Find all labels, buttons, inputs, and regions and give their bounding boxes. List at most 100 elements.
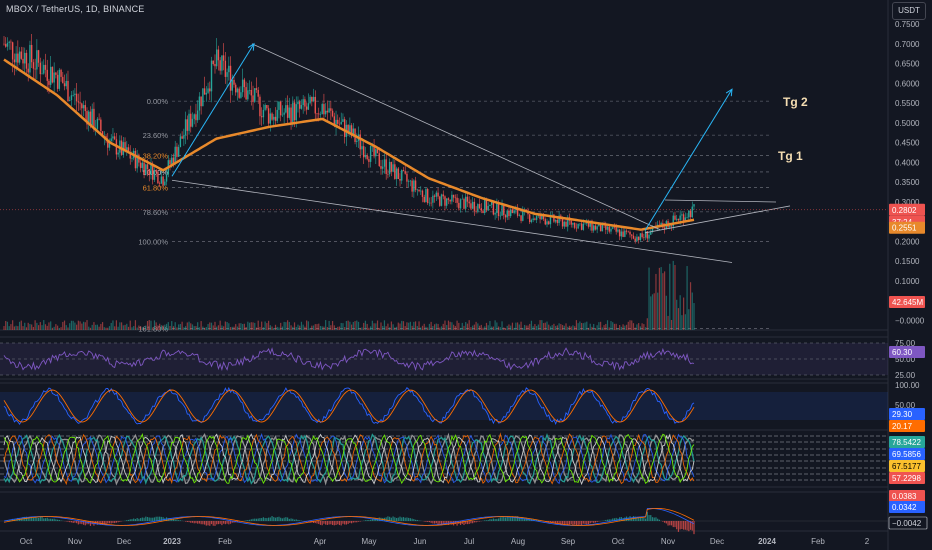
volume-bar <box>489 320 491 330</box>
macd-hist-bar <box>532 518 534 521</box>
volume-bar <box>124 324 126 330</box>
candle <box>508 210 510 217</box>
candle <box>534 218 536 220</box>
volume-bar <box>266 323 268 330</box>
volume-bar <box>95 324 97 330</box>
volume-bar <box>76 324 78 330</box>
macd-hist-bar <box>267 517 270 521</box>
volume-bar <box>5 320 7 330</box>
candle <box>29 44 31 73</box>
volume-bar <box>259 326 261 330</box>
volume-bar <box>399 323 401 330</box>
macd-hist-bar <box>157 516 159 521</box>
candle <box>330 108 332 111</box>
macd-hist-bar <box>114 521 116 524</box>
candle <box>171 157 173 165</box>
volume-bar <box>510 325 512 330</box>
volume-bar <box>58 327 60 330</box>
candle <box>497 202 500 217</box>
rsi-value-label-bg <box>889 346 925 358</box>
candle <box>72 95 74 96</box>
candle <box>511 209 514 213</box>
macd-hist-bar <box>408 517 410 521</box>
macd-hist-bar <box>140 518 142 521</box>
macd-hist-bar <box>229 521 232 524</box>
candle <box>490 201 493 205</box>
candle <box>627 231 629 233</box>
macd-hist-bar <box>136 518 138 521</box>
volume-bar <box>311 325 313 330</box>
volume-bar <box>582 323 584 330</box>
volume-bar <box>567 326 569 330</box>
candle <box>548 221 550 225</box>
candle <box>577 223 579 229</box>
candle <box>323 104 325 115</box>
volume-bar <box>108 326 111 330</box>
rsi-value-label: 60.30 <box>892 348 913 357</box>
macd-hist-bar <box>657 518 659 521</box>
candle <box>349 125 351 134</box>
volume-bar <box>363 322 365 330</box>
volume-bar <box>274 324 277 330</box>
candle <box>146 164 149 169</box>
macd-hist-bar <box>497 518 500 521</box>
volume-bar <box>568 325 571 330</box>
macd-hist-bar <box>686 521 688 531</box>
macd-hist-bar <box>210 521 213 525</box>
candle <box>27 68 29 73</box>
candle <box>693 204 695 207</box>
volume-bar <box>451 322 453 330</box>
candle <box>361 146 363 150</box>
candle <box>248 90 251 91</box>
candle <box>503 204 505 216</box>
macd-hist-bar <box>316 521 318 524</box>
macd-hist-bar <box>574 521 576 525</box>
macd-hist-bar <box>131 519 133 521</box>
macd-hist-bar <box>200 521 202 525</box>
volume-bar <box>340 322 342 330</box>
macd-hist-bar <box>34 516 36 521</box>
volume-bars <box>3 260 695 330</box>
macd-hist-bar <box>565 521 567 525</box>
price-tick: 0.6500 <box>895 60 920 69</box>
candle <box>252 95 254 102</box>
macd-hist-bar <box>12 518 14 521</box>
macd-hist-bar <box>651 517 654 521</box>
volume-bar <box>674 265 676 330</box>
volume-bar <box>605 323 607 330</box>
candle <box>449 199 451 202</box>
macd-hist-bar <box>655 517 657 521</box>
candle <box>651 226 654 232</box>
volume-bar <box>229 327 232 330</box>
volume-bar <box>323 326 325 330</box>
volume-bar <box>146 321 149 330</box>
volume-bar <box>264 321 266 330</box>
candle <box>43 64 45 74</box>
macd-hist-bar <box>499 517 501 521</box>
candle <box>13 59 16 63</box>
macd-hist-bar <box>79 521 81 524</box>
candle <box>359 134 361 150</box>
candle <box>34 68 36 70</box>
candle <box>49 66 52 85</box>
currency-selector[interactable]: USDT <box>892 2 926 20</box>
macd-hist-bar <box>622 518 624 521</box>
candle <box>25 52 28 69</box>
volume-bar <box>561 325 564 330</box>
volume-bar <box>641 323 643 330</box>
volume-bar <box>93 322 95 330</box>
candle <box>437 192 439 197</box>
volume-bar <box>631 320 633 330</box>
volume-bar <box>361 327 363 330</box>
volume-bar <box>428 323 431 330</box>
volume-bar <box>461 322 463 330</box>
osc-value-label-bg <box>889 448 925 460</box>
candle <box>153 170 156 180</box>
volume-bar <box>364 320 367 330</box>
rsi-tick: 75.00 <box>895 339 916 348</box>
candle <box>375 149 377 157</box>
candle <box>107 139 109 148</box>
candle <box>674 215 676 220</box>
candle <box>350 125 353 137</box>
